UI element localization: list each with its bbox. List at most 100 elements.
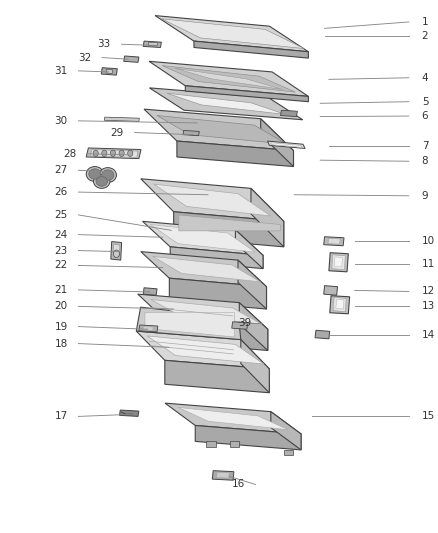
Polygon shape bbox=[185, 86, 308, 102]
Polygon shape bbox=[144, 109, 293, 151]
Polygon shape bbox=[284, 450, 293, 455]
Polygon shape bbox=[143, 327, 153, 330]
Polygon shape bbox=[217, 472, 229, 478]
Polygon shape bbox=[315, 330, 330, 339]
Polygon shape bbox=[194, 41, 308, 58]
Polygon shape bbox=[145, 312, 234, 337]
Polygon shape bbox=[166, 321, 268, 351]
Polygon shape bbox=[165, 403, 301, 434]
Text: 1: 1 bbox=[422, 17, 428, 27]
Polygon shape bbox=[324, 237, 344, 246]
Ellipse shape bbox=[89, 169, 101, 179]
Polygon shape bbox=[142, 221, 263, 255]
Polygon shape bbox=[268, 141, 305, 149]
Polygon shape bbox=[167, 93, 286, 115]
Polygon shape bbox=[195, 425, 301, 450]
Text: 12: 12 bbox=[422, 286, 435, 296]
Polygon shape bbox=[170, 247, 263, 269]
Polygon shape bbox=[280, 110, 297, 117]
Polygon shape bbox=[333, 297, 346, 312]
Circle shape bbox=[102, 150, 107, 157]
Circle shape bbox=[113, 250, 120, 257]
Text: 17: 17 bbox=[54, 411, 67, 422]
Polygon shape bbox=[124, 56, 139, 62]
Text: 10: 10 bbox=[422, 236, 435, 246]
Text: 31: 31 bbox=[54, 66, 67, 76]
Text: 8: 8 bbox=[422, 156, 428, 166]
Ellipse shape bbox=[96, 176, 107, 186]
Polygon shape bbox=[155, 15, 308, 52]
Polygon shape bbox=[113, 244, 120, 258]
Circle shape bbox=[93, 150, 98, 157]
Polygon shape bbox=[147, 336, 264, 364]
Polygon shape bbox=[230, 441, 239, 447]
Ellipse shape bbox=[102, 170, 114, 180]
Polygon shape bbox=[241, 340, 269, 393]
Text: 23: 23 bbox=[54, 246, 67, 255]
Polygon shape bbox=[139, 325, 158, 332]
Polygon shape bbox=[238, 260, 266, 309]
Polygon shape bbox=[162, 19, 304, 49]
Polygon shape bbox=[179, 215, 280, 231]
Polygon shape bbox=[136, 307, 241, 340]
Polygon shape bbox=[178, 407, 288, 430]
Polygon shape bbox=[235, 230, 263, 269]
Text: 14: 14 bbox=[422, 330, 435, 340]
Polygon shape bbox=[150, 224, 255, 252]
Text: 24: 24 bbox=[54, 230, 67, 240]
Polygon shape bbox=[177, 141, 293, 166]
Polygon shape bbox=[157, 116, 287, 144]
Text: 18: 18 bbox=[54, 338, 67, 349]
Polygon shape bbox=[330, 296, 350, 314]
Polygon shape bbox=[111, 241, 122, 260]
Polygon shape bbox=[136, 331, 269, 369]
Polygon shape bbox=[141, 179, 284, 221]
Polygon shape bbox=[173, 212, 284, 247]
Polygon shape bbox=[328, 238, 340, 244]
Polygon shape bbox=[336, 300, 344, 309]
Text: 26: 26 bbox=[54, 187, 67, 197]
Text: 4: 4 bbox=[422, 73, 428, 83]
Polygon shape bbox=[170, 278, 266, 309]
Polygon shape bbox=[206, 441, 215, 447]
Polygon shape bbox=[162, 66, 295, 92]
Polygon shape bbox=[212, 471, 234, 480]
Text: 19: 19 bbox=[54, 321, 67, 332]
Text: 15: 15 bbox=[422, 411, 435, 422]
Polygon shape bbox=[151, 300, 261, 324]
Text: 30: 30 bbox=[54, 116, 67, 126]
Polygon shape bbox=[120, 410, 139, 416]
Text: 13: 13 bbox=[422, 301, 435, 311]
Polygon shape bbox=[239, 303, 268, 351]
Polygon shape bbox=[106, 69, 113, 74]
Ellipse shape bbox=[94, 174, 110, 188]
Polygon shape bbox=[271, 411, 301, 450]
Text: 32: 32 bbox=[78, 53, 92, 62]
Polygon shape bbox=[86, 148, 141, 159]
Text: 27: 27 bbox=[54, 165, 67, 175]
Polygon shape bbox=[271, 143, 303, 148]
Polygon shape bbox=[335, 257, 342, 267]
Polygon shape bbox=[149, 88, 303, 120]
Text: 25: 25 bbox=[54, 210, 67, 220]
Text: 7: 7 bbox=[422, 141, 428, 151]
Text: 6: 6 bbox=[422, 111, 428, 121]
Text: 9: 9 bbox=[422, 191, 428, 201]
Text: 11: 11 bbox=[422, 259, 435, 269]
Polygon shape bbox=[91, 150, 138, 158]
Polygon shape bbox=[148, 42, 157, 46]
Circle shape bbox=[110, 150, 116, 157]
Text: 16: 16 bbox=[231, 480, 245, 489]
Circle shape bbox=[127, 150, 133, 157]
Polygon shape bbox=[153, 256, 261, 282]
Polygon shape bbox=[141, 252, 266, 287]
Polygon shape bbox=[232, 322, 248, 329]
Polygon shape bbox=[154, 184, 271, 216]
Polygon shape bbox=[251, 188, 284, 247]
Circle shape bbox=[119, 150, 124, 157]
Polygon shape bbox=[101, 68, 117, 75]
Polygon shape bbox=[329, 253, 348, 272]
Text: 2: 2 bbox=[422, 31, 428, 42]
Text: 39: 39 bbox=[238, 318, 251, 328]
Text: 29: 29 bbox=[110, 127, 124, 138]
